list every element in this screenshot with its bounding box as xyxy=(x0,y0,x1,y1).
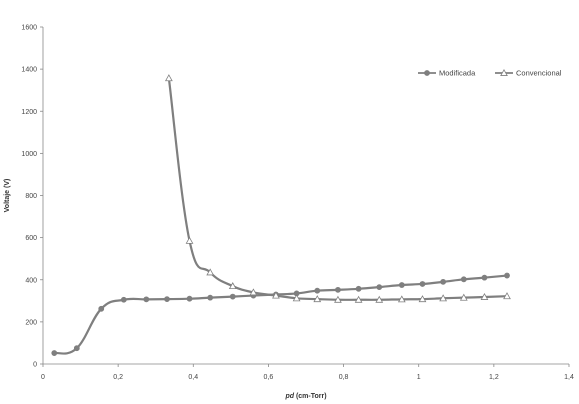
y-tick-label: 1400 xyxy=(21,67,37,74)
legend-item-modificada: Modificada xyxy=(418,69,476,78)
y-tick-label: 0 xyxy=(33,362,37,369)
y-tick-label: 400 xyxy=(25,277,37,284)
y-tick-label: 1200 xyxy=(21,109,37,116)
x-axis-title: pd (cm-Torr) xyxy=(284,393,326,400)
modificada-point xyxy=(143,296,150,303)
modificada-point xyxy=(120,296,127,303)
modificada-point xyxy=(481,274,488,281)
legend-convencional-point xyxy=(500,68,508,76)
convencional-point xyxy=(459,293,468,301)
modificada-point xyxy=(504,272,510,279)
series-convencional xyxy=(164,74,511,303)
convencional-point xyxy=(334,295,342,303)
x-tick-label: 0 xyxy=(41,374,45,381)
series-line-convencional xyxy=(167,78,508,301)
x-tick-label: 0,2 xyxy=(113,374,123,381)
y-tick-label: 800 xyxy=(25,193,37,200)
convencional-point xyxy=(354,295,363,303)
modificada-point xyxy=(314,287,321,294)
x-tick-label: 0,6 xyxy=(264,374,274,381)
modificada-point xyxy=(355,285,362,292)
modificada-point xyxy=(376,284,383,291)
modificada-point xyxy=(419,281,426,287)
axes xyxy=(40,26,570,367)
convencional-point xyxy=(206,268,215,276)
legend-item-convencional: Convencional xyxy=(495,69,562,78)
convencional-point xyxy=(313,295,322,303)
modificada-point xyxy=(229,293,236,300)
x-tick-label: 1 xyxy=(417,374,421,381)
x-tick-label: 1,4 xyxy=(564,374,574,381)
modificada-point xyxy=(51,350,58,356)
modificada-point xyxy=(186,295,193,302)
legend: Modificada Convencional xyxy=(418,69,562,78)
convencional-point xyxy=(228,282,237,290)
convencional-point xyxy=(164,74,173,82)
y-tick-label: 200 xyxy=(25,319,37,326)
convencional-point xyxy=(397,295,406,303)
legend-modificada-point xyxy=(424,70,430,76)
modificada-point xyxy=(335,286,341,293)
y-tick-label: 1600 xyxy=(21,25,37,32)
series-line-modificada xyxy=(54,274,508,355)
modificada-point xyxy=(460,276,467,283)
legend-label: Convencional xyxy=(516,69,562,78)
convencional-point xyxy=(503,292,511,300)
y-tick-labels: 0 200 400 600 800 1000 1200 1400 1600 xyxy=(21,25,37,369)
x-axis-title-rest: (cm-Torr) xyxy=(294,393,327,400)
series-modificada xyxy=(51,272,510,356)
convencional-point xyxy=(480,292,489,300)
x-tick-label: 0,4 xyxy=(188,374,198,381)
convencional-point xyxy=(292,294,301,302)
x-tick-label: 0,8 xyxy=(339,374,349,381)
modificada-point xyxy=(207,294,214,301)
y-tick-label: 600 xyxy=(25,235,37,242)
modificada-point xyxy=(398,282,405,288)
x-axis-title-italic: pd xyxy=(284,393,294,400)
convencional-point xyxy=(418,295,427,303)
series-layer xyxy=(51,74,511,356)
convencional-point xyxy=(272,291,280,299)
modificada-point xyxy=(98,305,105,312)
convencional-point xyxy=(375,295,384,303)
modificada-point xyxy=(164,296,170,303)
y-tick-label: 1000 xyxy=(21,151,37,158)
x-tick-label: 1,2 xyxy=(489,374,499,381)
legend-label: Modificada xyxy=(439,69,476,78)
convencional-point xyxy=(185,236,194,244)
y-axis-title: Voltaje (V) xyxy=(4,179,11,213)
x-tick-labels: 0 0,2 0,4 0,6 0,8 1 1,2 1,4 xyxy=(41,374,574,381)
convencional-point xyxy=(249,288,258,296)
modificada-point xyxy=(73,345,80,352)
modificada-point xyxy=(440,278,447,285)
convencional-point xyxy=(439,294,448,302)
